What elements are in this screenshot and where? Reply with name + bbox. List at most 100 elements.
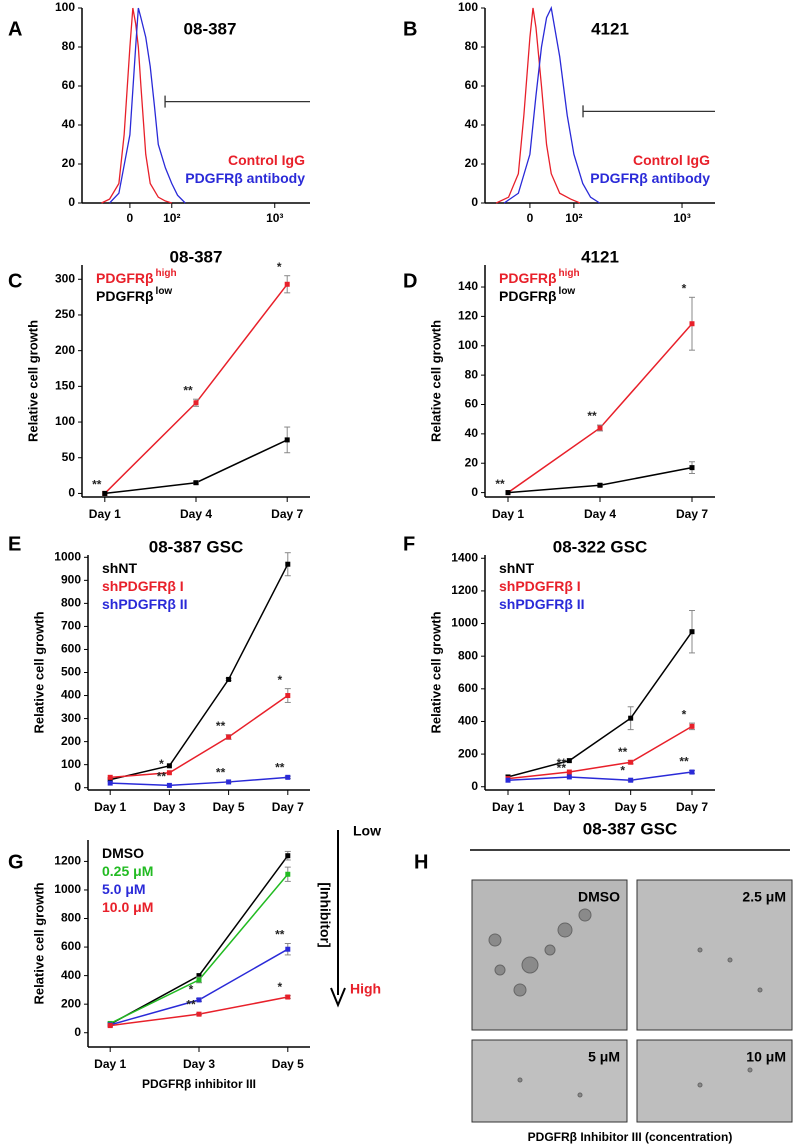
y-tick-label: 200 (55, 343, 75, 357)
y-tick-label: 50 (62, 450, 76, 464)
chart-title: 08-387 (170, 247, 223, 266)
significance: ** (557, 756, 567, 770)
y-tick-label: 1000 (54, 882, 81, 896)
legend-entry: 5.0 μM (102, 881, 146, 897)
legend-label: shNT (102, 560, 137, 576)
y-tick-label: 400 (61, 968, 81, 982)
y-tick-label: 250 (55, 307, 75, 321)
panel-letter: E (8, 533, 21, 555)
significance: * (682, 707, 687, 721)
micrograph (471, 1039, 628, 1123)
significance: * (277, 673, 282, 687)
point (285, 946, 291, 952)
legend-label: 5.0 μM (102, 881, 146, 897)
point (284, 281, 290, 287)
line (507, 323, 693, 494)
y-tick-label: 40 (465, 117, 479, 131)
y-tick-label: 600 (458, 681, 478, 695)
chart-title: 08-322 GSC (553, 537, 648, 556)
point (566, 758, 572, 764)
y-tick-label: 400 (458, 714, 478, 728)
density-curve (495, 7, 581, 204)
chart-panel: B 4121 0 20 40 60 80 100 0 10² 10³ Control IgG PDGFR… (403, 0, 715, 225)
x-tick-label: Day 7 (271, 507, 303, 521)
panel-letter: H (414, 851, 428, 873)
y-axis-label: Relative cell growth (25, 320, 40, 442)
x-tick-label: 10² (163, 211, 180, 225)
y-tick-label: 800 (61, 911, 81, 925)
y-tick-label: 200 (61, 996, 81, 1010)
x-tick-label: Day 3 (553, 800, 585, 814)
y-tick-label: 150 (55, 379, 75, 393)
chart-panel: E 08-387 GSC 0 100 200 300 400 500 600 700 800 900 1… (8, 533, 310, 814)
point (196, 1011, 202, 1017)
line (507, 631, 693, 778)
chart-title: 4121 (591, 19, 629, 38)
point (107, 780, 113, 786)
image-label: 5 μM (588, 1049, 620, 1065)
x-tick-label: 0 (127, 211, 134, 225)
x-tick-label: 0 (527, 211, 534, 225)
legend-entry: PDGFRβ high (96, 268, 177, 286)
y-tick-label: 20 (465, 455, 479, 469)
x-tick-label: Day 3 (183, 1057, 215, 1071)
y-tick-label: 700 (61, 619, 81, 633)
density-curve (503, 5, 600, 204)
y-tick-label: 60 (62, 78, 76, 92)
x-tick-label: Day 3 (153, 800, 185, 814)
image-panel: H 08-387 GSC DMSO 2.5 μM 5 μM 10 μM PDGF… (414, 819, 793, 1144)
point (566, 769, 572, 775)
point (689, 321, 695, 327)
caption: PDGFRβ Inhibitor III (concentration) (528, 1130, 733, 1144)
legend-label: Control IgG (228, 152, 305, 168)
x-tick-label: Day 4 (180, 507, 212, 521)
significance: * (277, 260, 282, 274)
y-tick-label: 200 (458, 746, 478, 760)
legend-entry: shNT (499, 560, 534, 576)
point (285, 693, 291, 699)
legend-label: PDGFRβ antibody (590, 170, 710, 186)
y-tick-label: 500 (61, 665, 81, 679)
point (226, 779, 232, 785)
panel-letter: C (8, 270, 22, 292)
y-tick-label: 300 (55, 271, 75, 285)
significance: ** (557, 761, 567, 775)
legend-entry: shPDGFRβ I (102, 578, 184, 594)
legend-entry: PDGFRβ low (499, 286, 575, 304)
y-tick-label: 600 (61, 939, 81, 953)
line (110, 776, 288, 787)
y-tick-label: 20 (465, 156, 479, 170)
chart-panel: C 08-387 0 50 100 150 200 250 300 Relative cell g… (8, 247, 310, 521)
x-tick-label: Day 7 (676, 800, 708, 814)
point (284, 437, 290, 443)
y-tick-label: 100 (55, 0, 75, 14)
legend-entry: 10.0 μM (102, 899, 153, 915)
image-label: 10 μM (746, 1049, 786, 1065)
arrow-head (330, 987, 346, 1008)
point (166, 763, 172, 769)
x-tick-label: Day 1 (94, 1057, 126, 1071)
point (285, 561, 291, 567)
panel-letter: D (403, 270, 417, 292)
y-tick-label: 400 (61, 688, 81, 702)
point (285, 774, 291, 780)
y-tick-label: 0 (68, 195, 75, 209)
y-tick-label: 1200 (54, 854, 81, 868)
legend-entry: PDGFRβ high (499, 268, 580, 286)
x-tick-label: 10² (565, 211, 582, 225)
significance: ** (92, 478, 102, 492)
point (628, 715, 634, 721)
chart-panel: D 4121 0 20 40 60 80 100 120 140 Relative cell gro… (403, 247, 715, 521)
significance: ** (216, 719, 226, 733)
x-tick-label: Day 7 (676, 507, 708, 521)
significance: ** (679, 755, 689, 769)
significance: ** (275, 760, 285, 774)
line (507, 725, 693, 780)
legend-entry: Control IgG (633, 152, 710, 168)
y-tick-label: 100 (458, 338, 478, 352)
legend-label: shPDGFRβ I (499, 578, 581, 594)
legend-label: shNT (499, 560, 534, 576)
significance: * (189, 983, 194, 997)
arrow-label: Low (353, 823, 381, 839)
y-tick-label: 40 (465, 426, 479, 440)
